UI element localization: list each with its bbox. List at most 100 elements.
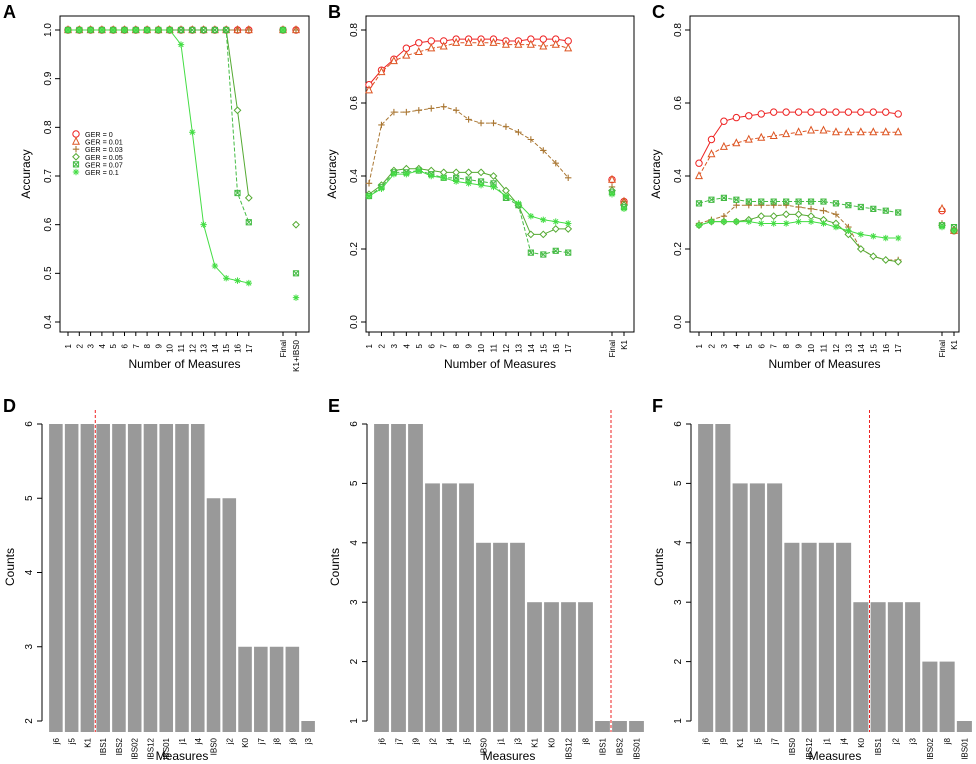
panel-f-ytick-label: 3	[673, 599, 684, 605]
panel-c-point	[844, 108, 853, 116]
panel-c-series-0	[695, 108, 958, 235]
panel-b-point	[415, 167, 422, 174]
panel-f-bar	[956, 721, 972, 732]
panel-e-bar	[544, 602, 559, 732]
panel-e-category-label: j5	[463, 737, 472, 745]
panel-c-xtick-label: 14	[857, 343, 866, 352]
panel-e-category-label: j3	[514, 737, 523, 745]
panel-c-point	[844, 127, 853, 136]
panel-c-ytick-label: 0.8	[673, 23, 684, 37]
panel-b-point	[502, 123, 510, 130]
panel-c-point	[794, 127, 803, 136]
panel-f-ytick-label: 5	[673, 480, 684, 486]
panel-f-category-label: K0	[857, 737, 866, 747]
panel-c-point	[894, 110, 902, 118]
panel-c-point	[770, 198, 777, 205]
panel-e-category-label: IBS01	[633, 737, 642, 759]
panel-c-ytick-label: 0.2	[673, 242, 684, 256]
panel-b-point	[552, 247, 559, 254]
panel-b-point	[464, 37, 473, 46]
panel-f-category-label: IBS12	[805, 737, 814, 759]
panel-e-bar	[408, 424, 423, 732]
panel-d-category-label: IBS12	[146, 737, 155, 759]
panel-c-point	[869, 127, 878, 136]
panel-b-point	[477, 181, 485, 189]
panel-f-bar	[853, 602, 869, 732]
panel-d-category-label: j5	[68, 737, 77, 745]
panel-b-point	[415, 107, 422, 114]
panel-e-category-label: IBS2	[616, 737, 625, 755]
panel-e-bar	[459, 483, 474, 732]
panel-a-legend-label: GER = 0.03	[85, 145, 123, 154]
panel-a-series-line	[68, 29, 250, 223]
panel-a-legend-label: GER = 0.07	[85, 160, 123, 169]
panel-d-bar	[159, 424, 174, 732]
panel-c-xtick-label: 1	[695, 343, 704, 348]
panel-e-bar	[629, 721, 644, 732]
panel-f-category-label: j3	[909, 737, 918, 745]
panel-c-point	[745, 202, 752, 209]
panel-b-series-4	[365, 167, 628, 258]
panel-b-point	[515, 200, 522, 207]
panel-d-bar	[222, 498, 237, 732]
panel-c-xtick-label: 11	[820, 343, 829, 352]
panel-b-point	[427, 43, 436, 52]
panel-a-xtick-label: 4	[98, 343, 107, 348]
panel-c-xtick-label: 12	[832, 343, 841, 352]
panel-d-category-label: IBS01	[162, 737, 171, 759]
panel-a-ytick-label: 0.7	[43, 169, 54, 183]
panel-a-legend-marker	[71, 136, 81, 145]
panel-c-series-line	[698, 197, 899, 213]
panel-c-series-line	[698, 129, 899, 177]
panel-c-ytick-label: 0.4	[673, 169, 684, 183]
panel-b-point	[526, 39, 535, 48]
panel-c-point	[819, 125, 828, 134]
panel-d-bar	[206, 498, 221, 732]
panel-b-point	[552, 218, 559, 225]
panel-a-letter: A	[3, 2, 16, 22]
panel-b-point	[540, 147, 547, 154]
panel-c-point	[870, 205, 877, 212]
panel-f-category-label: IBS01	[960, 737, 969, 759]
panel-b-point	[403, 108, 410, 116]
panel-b-xtick-label: 2	[377, 343, 386, 348]
panel-c-point	[707, 149, 716, 158]
panel-c-point	[894, 127, 903, 136]
panel-a-legend-marker	[72, 152, 80, 161]
panel-f-bar	[698, 424, 714, 732]
panel-f-category-label: j1	[822, 737, 831, 745]
panel-b-ytick-label: 0.8	[349, 23, 360, 37]
panel-e-category-label: K1	[531, 737, 540, 747]
panel-d-category-label: j9	[288, 737, 297, 745]
panel-b-point	[402, 44, 411, 52]
panel-b-point	[452, 168, 461, 177]
panel-a-point	[223, 275, 230, 282]
panel-a-point	[234, 189, 241, 197]
panel-f-bar	[749, 483, 765, 732]
panel-e-category-label: IBS0	[480, 737, 489, 755]
panel-c-point	[708, 218, 715, 225]
panel-b-xtick-label: 15	[539, 343, 548, 352]
panel-c-point	[807, 198, 815, 205]
panel-f-category-label: j8	[943, 737, 952, 745]
panel-b-point	[452, 107, 460, 114]
panel-a-xtick-label: 17	[245, 343, 254, 352]
panel-d-bar	[301, 721, 315, 732]
panel-a-xtick-label: 9	[154, 343, 163, 348]
panel-c-point	[695, 200, 703, 207]
panel-d-category-label: j2	[225, 737, 234, 745]
panel-c-xtick-label: 13	[844, 343, 853, 352]
panel-b-point	[452, 178, 460, 185]
panel-a: A 0.40.50.60.70.80.91.01 2 3 4 5 6 7 8 9 10 11 12 13…	[3, 2, 310, 372]
panel-d-ytick-label: 2	[24, 718, 35, 724]
panel-c-point	[719, 141, 728, 150]
panel-b-xtick-label: 1	[365, 343, 374, 348]
panel-a-xtick-label: 10	[166, 343, 175, 352]
panel-a-point	[110, 26, 117, 34]
panel-a-xtick-label: 6	[121, 343, 130, 348]
panel-a-point	[155, 26, 162, 34]
panel-b-point	[378, 121, 385, 129]
panel-b-ytick-label: 0.2	[349, 242, 360, 256]
panel-c-point	[820, 207, 827, 214]
panel-f-ytick-label: 6	[673, 421, 684, 427]
